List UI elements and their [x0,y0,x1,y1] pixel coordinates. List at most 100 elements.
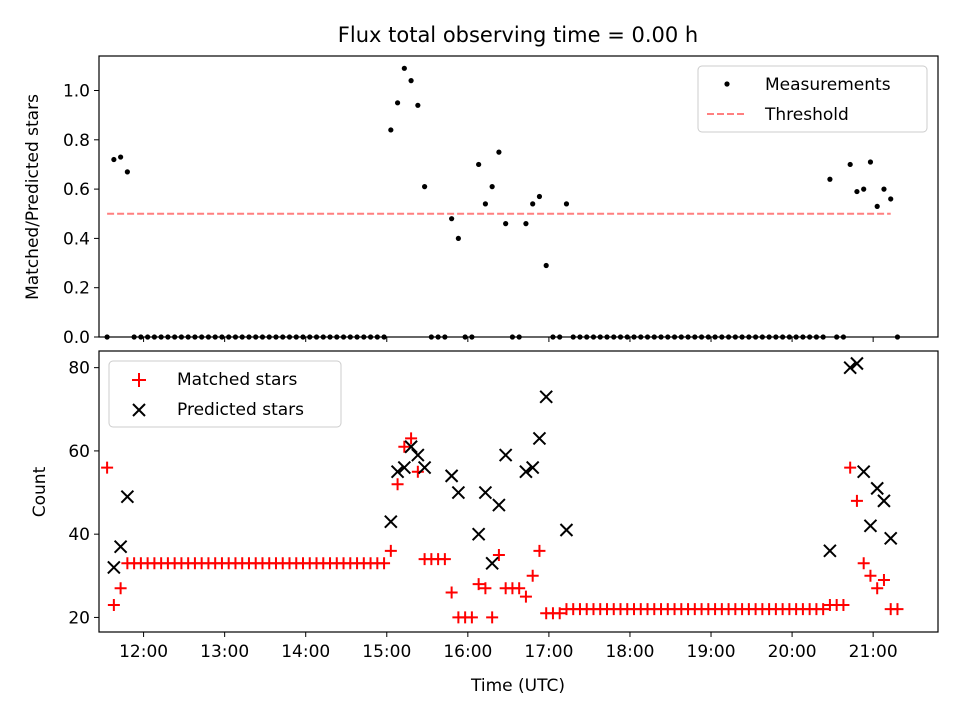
measurement-point [874,203,880,209]
predicted-stars-point [559,523,574,537]
measurement-point [415,102,421,108]
matched-stars-point [384,544,397,557]
top-y-tick-label: 0.8 [63,131,90,151]
measurement-point [476,161,482,168]
predicted-stars-point [856,465,871,479]
predicted-stars-point [397,460,412,475]
matched-stars-point [472,578,485,591]
top-axes-frame [98,55,939,338]
matched-stars-point [837,598,850,611]
measurement-point [455,235,461,242]
predicted-stars-point [532,431,547,446]
measurement-point [388,127,394,133]
predicted-stars-point [471,527,486,541]
measurement-point [827,176,833,182]
matched-stars-point [479,582,492,595]
matched-stars-point [877,573,890,586]
top-y-axis: 0.0 0.2 0.4 0.6 0.8 1.0 [63,82,99,348]
measurement-point [422,184,428,190]
predicted-stars-point [390,465,405,479]
bottom-x-tick-label: 21:00 [849,642,898,662]
matched-stars-point [553,607,566,620]
predicted-stars-point [498,448,513,462]
measurement-point [124,169,130,175]
legend-threshold-label: Threshold [764,105,849,125]
predicted-stars-point [113,539,128,554]
predicted-stars-point [451,485,466,500]
measurement-point [489,184,495,190]
bottom-y-tick-label: 80 [68,359,90,379]
matched-stars-point [114,582,127,595]
matched-stars-point [844,461,857,474]
matched-stars-point [438,553,451,566]
matched-stars-point [864,569,877,582]
bottom-y-tick-label: 20 [68,608,90,628]
bottom-y-axis-label: Count [30,466,50,517]
top-y-tick-label: 1.0 [63,82,90,102]
top-x-axis-ticks [143,337,874,342]
measurement-point [394,100,401,106]
bottom-legend: Matched stars Predicted stars [108,360,342,428]
measurement-point [530,201,536,207]
matched-stars-point [101,461,114,474]
matched-stars-point [486,611,499,624]
matched-stars-point [857,557,870,570]
matched-stars-point [871,582,884,595]
measurement-point [854,188,860,195]
measurement-point [118,154,124,160]
matched-stars-point [533,544,546,557]
matched-stars-point [398,440,411,453]
matched-stars-point [513,582,526,595]
predicted-stars-point [485,556,499,571]
bottom-x-tick-label: 17:00 [524,642,573,662]
legend-predicted-marker [132,403,146,417]
legend-predicted-label: Predicted stars [177,400,304,420]
top-y-tick-label: 0.4 [63,229,90,249]
bottom-x-tick-label: 15:00 [362,642,411,662]
matched-stars-point [492,548,505,561]
bottom-data-marks [101,356,904,624]
matched-stars-point [465,611,478,624]
measurement-point [847,161,853,168]
predicted-stars-point [843,360,857,375]
bottom-y-axis: 20 40 60 80 [68,359,99,628]
bottom-x-tick-label: 18:00 [605,642,654,662]
predicted-stars-point [404,440,418,454]
predicted-stars-point [384,514,398,529]
predicted-stars-point [823,544,837,558]
bottom-x-axis: 12:00 13:00 14:00 15:00 16:00 17:00 18:00 19:00… [119,632,898,662]
matched-stars-point [391,478,404,491]
legend-measurements-marker [724,81,730,87]
predicted-stars-point [863,519,878,533]
legend-matched-marker [132,373,146,387]
matched-stars-point [891,603,904,616]
bottom-y-tick-label: 60 [68,442,90,462]
measurement-point [861,186,867,192]
bottom-x-tick-label: 12:00 [119,642,168,662]
measurement-point [408,78,414,84]
top-legend: Measurements Threshold [697,65,928,133]
top-chart-title: Flux total observing time = 0.00 h [338,23,698,47]
predicted-stars-point [411,448,425,462]
measurement-point [496,149,502,155]
bottom-x-tick-label: 13:00 [200,642,249,662]
bottom-x-tick-label: 20:00 [768,642,817,662]
measurement-point [503,221,509,227]
bottom-x-axis-label: Time (UTC) [470,676,565,696]
matched-stars-point [519,590,532,603]
measurement-point [867,159,874,165]
matched-stars-point [378,557,391,570]
predicted-stars-point [870,481,884,496]
bottom-y-tick-label: 40 [68,525,90,545]
matched-stars-point [107,598,120,611]
legend-matched-label: Matched stars [177,370,297,390]
predicted-stars-point [107,560,121,575]
legend-measurements-label: Measurements [765,75,891,95]
matched-stars-point [817,603,830,616]
predicted-stars-point [850,356,864,371]
measurement-point [881,186,887,192]
predicted-stars-point [417,460,432,475]
measurement-point [401,65,407,71]
measurement-point [563,201,570,207]
